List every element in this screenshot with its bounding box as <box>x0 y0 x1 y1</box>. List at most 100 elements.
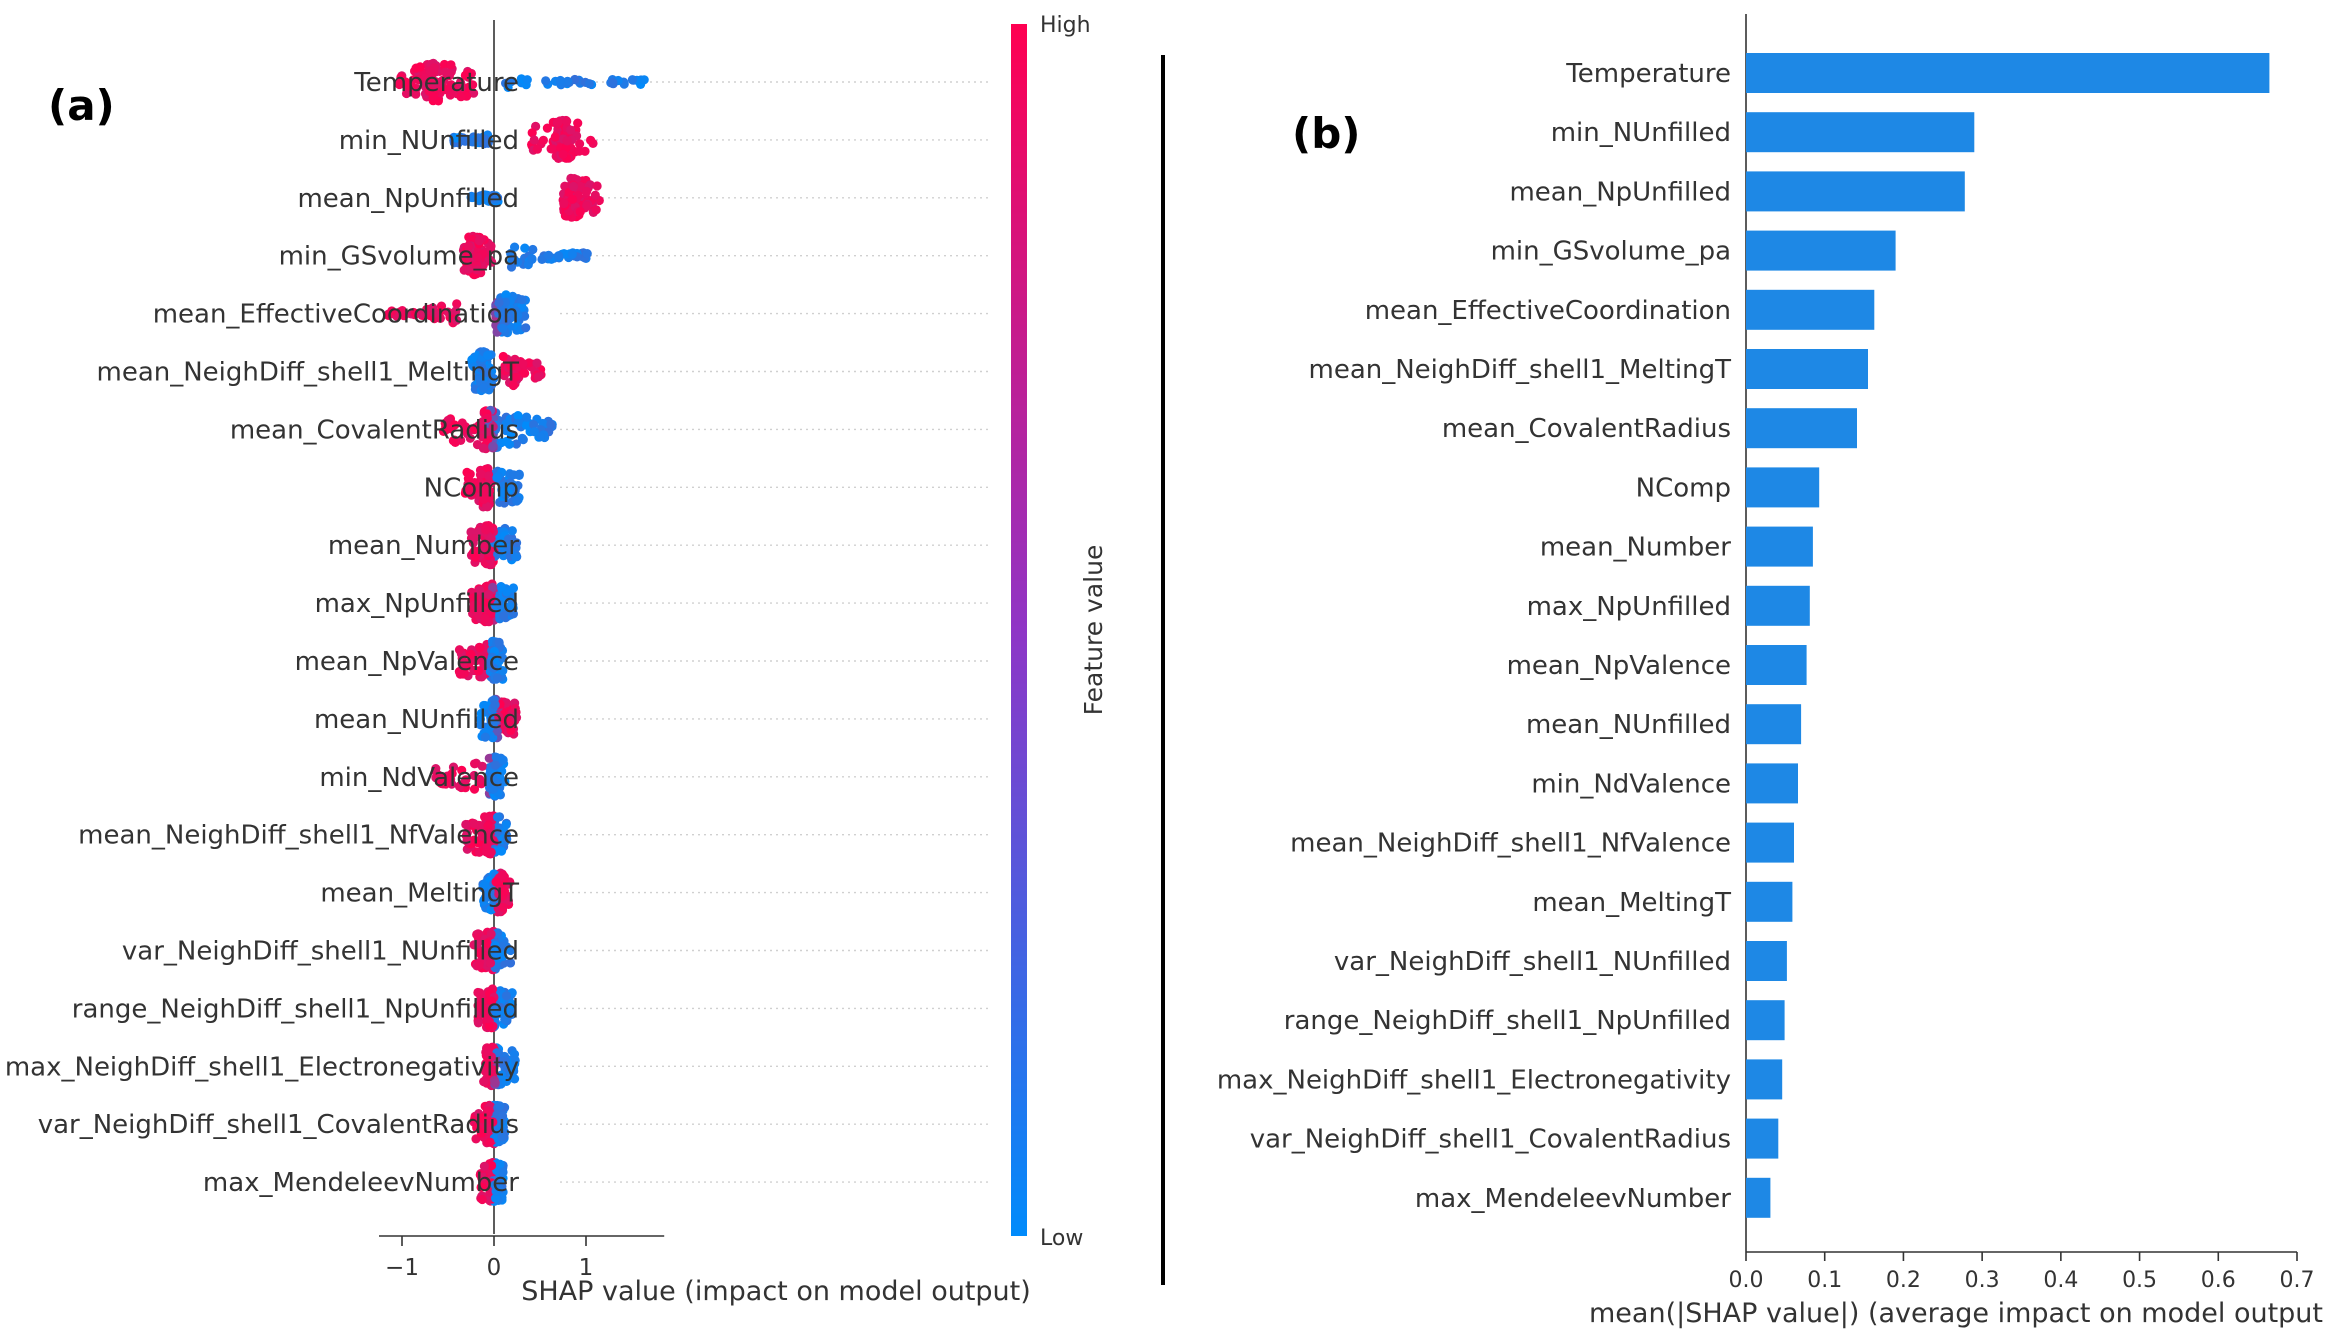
beeswarm-point <box>501 78 511 88</box>
bar-chart-x-tick-label: 0.3 <box>1965 1268 2000 1293</box>
beeswarm-point <box>477 1172 487 1182</box>
beeswarm-point <box>487 1160 497 1171</box>
beeswarm-point <box>498 902 508 912</box>
beeswarm-point <box>416 309 426 319</box>
beeswarm-point <box>627 75 638 85</box>
beeswarm-point <box>533 372 544 382</box>
beeswarm-point <box>546 419 556 429</box>
beeswarm-point <box>477 1113 488 1123</box>
beeswarm-point <box>468 593 478 603</box>
beeswarm-point <box>476 469 486 479</box>
bar <box>1746 408 1857 449</box>
bar-category-label: var_NeighDiff_shell1_CovalentRadius <box>1250 1125 1731 1155</box>
beeswarm-point <box>499 611 509 621</box>
beeswarm-point <box>493 778 503 788</box>
bar-chart-x-tick-label: 0.7 <box>2280 1268 2315 1293</box>
beeswarm-point <box>420 73 431 83</box>
bar <box>1746 822 1794 863</box>
beeswarm-point <box>473 987 483 998</box>
beeswarm-point <box>494 298 504 308</box>
beeswarm-point <box>491 752 501 762</box>
beeswarm-point <box>511 439 521 449</box>
beeswarm-point <box>506 262 517 272</box>
beeswarm-point <box>483 350 493 360</box>
beeswarm-point <box>562 136 572 146</box>
bar <box>1746 526 1813 567</box>
beeswarm-point <box>575 207 585 217</box>
beeswarm-point <box>460 777 470 788</box>
bar <box>1746 349 1868 389</box>
beeswarm-point <box>554 251 564 261</box>
beeswarm-point <box>479 539 489 549</box>
beeswarm-point <box>522 75 532 85</box>
beeswarm-feature-label: var_NeighDiff_shell1_CovalentRadius <box>38 1110 519 1140</box>
beeswarm-feature-label: mean_NeighDiff_shell1_NfValence <box>78 821 519 851</box>
bar-chart-x-tick-label: 0.2 <box>1886 1268 1921 1293</box>
beeswarm-point <box>478 443 488 453</box>
beeswarm-point <box>487 257 497 267</box>
beeswarm-point <box>445 90 455 100</box>
beeswarm-point <box>448 436 458 446</box>
beeswarm-point <box>488 582 498 593</box>
beeswarm-point <box>470 552 480 562</box>
beeswarm-point <box>473 666 484 676</box>
beeswarm-point <box>479 494 489 504</box>
beeswarm-point <box>469 819 479 829</box>
beeswarm-point <box>451 306 461 316</box>
beeswarm-point <box>508 583 518 593</box>
beeswarm-point <box>452 315 462 325</box>
beeswarm-point <box>586 135 596 145</box>
beeswarm-feature-label: max_NeighDiff_shell1_Electronegativity <box>5 1052 519 1082</box>
bar-category-label: mean_NUnfilled <box>1526 710 1731 740</box>
beeswarm-point <box>492 827 502 838</box>
beeswarm-point <box>582 249 592 259</box>
beeswarm-feature-label: max_MendeleevNumber <box>203 1168 519 1198</box>
beeswarm-point <box>441 774 452 784</box>
bar-chart-x-tick-label: 0.4 <box>2043 1268 2078 1293</box>
beeswarm-feature-label: mean_MeltingT <box>320 879 519 909</box>
beeswarm-point <box>473 1001 483 1011</box>
beeswarm-point <box>486 929 496 939</box>
beeswarm-point <box>479 1161 489 1171</box>
beeswarm-point <box>464 241 474 251</box>
beeswarm-point <box>485 958 496 968</box>
beeswarm-point <box>521 412 532 422</box>
beeswarm-point <box>582 201 592 211</box>
beeswarm-point <box>469 600 479 611</box>
beeswarm-feature-label: mean_NpUnfilled <box>297 184 519 214</box>
beeswarm-point <box>435 78 445 88</box>
beeswarm-point <box>488 1117 498 1127</box>
beeswarm-point <box>439 59 449 70</box>
bar-chart-x-tick-label: 0.5 <box>2122 1268 2157 1293</box>
beeswarm-point <box>461 819 471 830</box>
beeswarm-point <box>504 534 514 544</box>
bar <box>1746 467 1820 508</box>
beeswarm-point <box>508 380 518 391</box>
beeswarm-point <box>514 469 524 479</box>
beeswarm-point <box>520 311 530 321</box>
beeswarm-point <box>510 703 520 714</box>
beeswarm-point <box>489 948 499 958</box>
beeswarm-point <box>484 548 494 558</box>
beeswarm-point <box>591 205 601 215</box>
beeswarm-point <box>387 306 397 316</box>
beeswarm-feature-label: mean_NpValence <box>295 647 519 677</box>
beeswarm-point <box>472 939 482 949</box>
beeswarm-point <box>584 79 595 89</box>
beeswarm-point <box>510 1055 520 1065</box>
beeswarm-point <box>513 418 523 429</box>
colorbar-low-label: Low <box>1040 1226 1083 1251</box>
beeswarm-point <box>499 886 510 896</box>
beeswarm-point <box>495 540 505 550</box>
beeswarm-feature-label: mean_EffectiveCoordination <box>153 300 519 330</box>
beeswarm-point <box>505 958 516 968</box>
beeswarm-point <box>490 940 500 951</box>
bar-category-label: mean_EffectiveCoordination <box>1365 296 1731 326</box>
beeswarm-point <box>507 1068 517 1078</box>
beeswarm-point <box>487 193 497 203</box>
beeswarm-point <box>484 1021 494 1031</box>
beeswarm-point <box>532 144 543 154</box>
beeswarm-point <box>548 144 558 154</box>
beeswarm-point <box>527 254 537 264</box>
